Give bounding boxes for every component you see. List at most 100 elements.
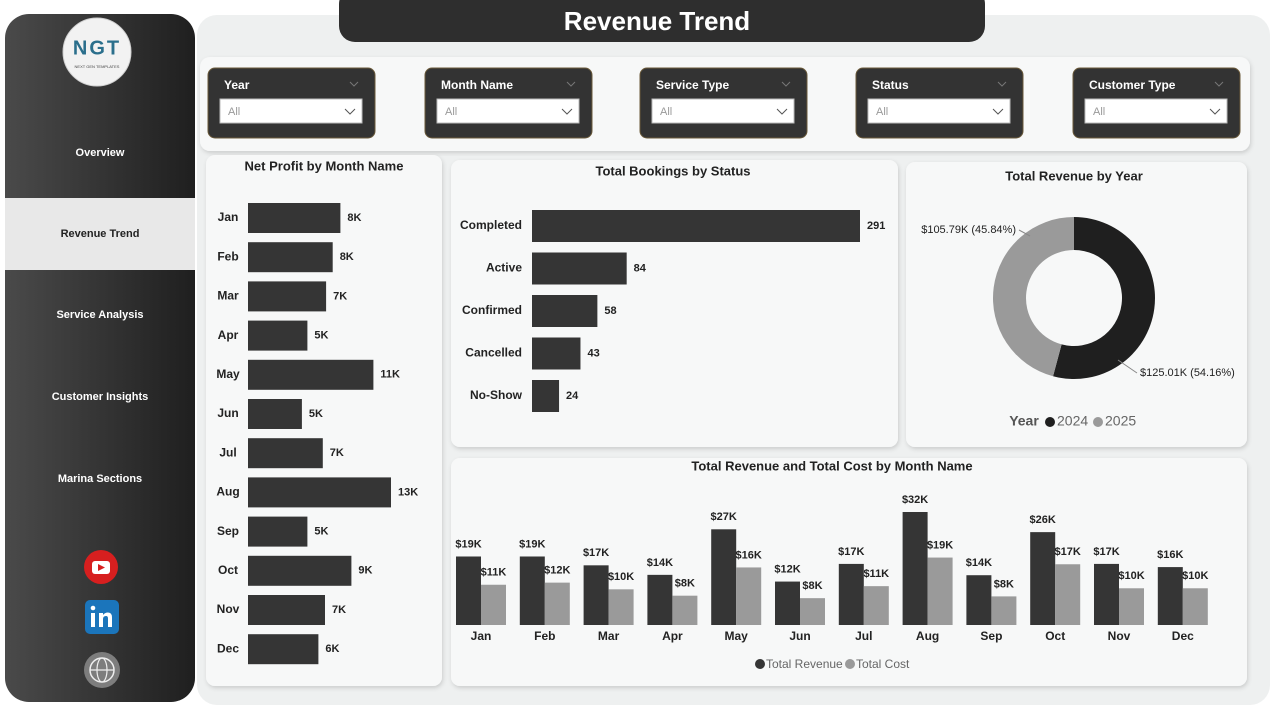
value-label: $10K bbox=[1118, 570, 1144, 582]
x-tick-label: Nov bbox=[1108, 629, 1131, 643]
bar bbox=[532, 337, 581, 370]
value-label: 5K bbox=[309, 408, 323, 420]
bar bbox=[672, 595, 698, 625]
value-label: 6K bbox=[325, 643, 339, 655]
filter-chevron bbox=[781, 81, 791, 87]
filter-dropdown[interactable] bbox=[219, 98, 363, 124]
value-label: $11K bbox=[481, 567, 507, 579]
category-label: Cancelled bbox=[465, 346, 522, 360]
filter-dropdown[interactable] bbox=[651, 98, 795, 124]
category-label: Jun bbox=[217, 406, 238, 420]
website-icon[interactable] bbox=[84, 652, 120, 688]
value-label: $12K bbox=[544, 565, 570, 577]
value-label: $10K bbox=[608, 571, 634, 583]
value-label: $14K bbox=[966, 557, 992, 569]
dropdown-chevron bbox=[344, 108, 356, 115]
logo-text: NGT bbox=[73, 37, 121, 59]
filter-label: Service Type bbox=[656, 78, 729, 92]
category-label: Sep bbox=[217, 524, 239, 538]
legend-marker bbox=[1045, 417, 1055, 427]
nav-item[interactable]: Customer Insights bbox=[52, 391, 149, 403]
bar bbox=[248, 242, 333, 273]
value-label: $19K bbox=[519, 538, 545, 550]
dropdown-chevron bbox=[992, 108, 1004, 115]
category-label: Confirmed bbox=[462, 303, 522, 317]
x-tick-label: Jan bbox=[471, 629, 492, 643]
value-label: $16K bbox=[736, 549, 762, 561]
category-label: Jan bbox=[218, 210, 239, 224]
x-tick-label: Mar bbox=[598, 629, 620, 643]
bar bbox=[248, 203, 341, 233]
leader-line bbox=[1117, 359, 1138, 374]
value-label: 7K bbox=[333, 290, 347, 302]
value-label: $17K bbox=[838, 546, 864, 558]
category-label: Aug bbox=[216, 485, 239, 499]
filter-label: Status bbox=[872, 78, 909, 92]
filter-dropdown[interactable] bbox=[436, 98, 580, 124]
linkedin-icon[interactable] bbox=[85, 600, 119, 634]
bar bbox=[1182, 588, 1208, 625]
filter-value: All bbox=[1093, 106, 1105, 118]
bar bbox=[248, 438, 323, 469]
nav-item[interactable]: Marina Sections bbox=[58, 473, 142, 485]
bar bbox=[248, 634, 319, 665]
bar bbox=[966, 575, 992, 625]
bar bbox=[456, 556, 481, 625]
bar bbox=[608, 589, 634, 625]
x-tick-label: Jun bbox=[789, 629, 810, 643]
value-label: 24 bbox=[566, 390, 579, 402]
bar bbox=[1055, 564, 1081, 625]
filter-dropdown[interactable] bbox=[867, 98, 1011, 124]
value-label: $26K bbox=[1030, 514, 1056, 526]
chart-title: Total Bookings by Status bbox=[595, 163, 750, 178]
value-label: 8K bbox=[340, 251, 354, 263]
category-label: Jul bbox=[219, 445, 236, 459]
legend-label: 2025 bbox=[1105, 413, 1136, 429]
header-tab bbox=[339, 0, 985, 42]
chart-title: Total Revenue by Year bbox=[1005, 168, 1143, 183]
logo bbox=[62, 17, 132, 87]
value-label: 84 bbox=[634, 262, 647, 274]
bar bbox=[248, 516, 308, 547]
bar bbox=[1094, 563, 1119, 625]
chart-title: Net Profit by Month Name bbox=[245, 158, 404, 173]
filter-value: All bbox=[228, 106, 240, 118]
value-label: $17K bbox=[1055, 546, 1081, 558]
bar bbox=[248, 320, 308, 351]
value-label: 9K bbox=[358, 565, 372, 577]
bar bbox=[248, 359, 374, 390]
category-label: Feb bbox=[217, 249, 238, 263]
filter-chevron bbox=[997, 81, 1007, 87]
nav-item[interactable]: Service Analysis bbox=[56, 309, 143, 321]
value-label: $11K bbox=[863, 568, 889, 580]
category-label: Dec bbox=[217, 641, 239, 655]
legend-marker bbox=[845, 659, 855, 669]
filter-dropdown[interactable] bbox=[1084, 98, 1228, 124]
category-label: Completed bbox=[460, 218, 522, 232]
value-label: $19K bbox=[455, 538, 481, 550]
x-tick-label: Apr bbox=[662, 629, 683, 643]
logo-subtitle: NEXT GEN TEMPLATES bbox=[75, 64, 120, 69]
value-label: $8K bbox=[802, 580, 822, 592]
nav-active-background bbox=[5, 198, 195, 270]
filter-value: All bbox=[876, 106, 888, 118]
value-label: $16K bbox=[1157, 549, 1183, 561]
bar bbox=[838, 563, 864, 625]
nav-item[interactable]: Revenue Trend bbox=[61, 228, 140, 240]
bar bbox=[1157, 567, 1183, 625]
youtube-icon[interactable] bbox=[84, 550, 118, 584]
bar bbox=[775, 581, 800, 625]
bar bbox=[583, 565, 609, 625]
bar bbox=[532, 295, 598, 327]
bar bbox=[532, 380, 560, 412]
category-label: No-Show bbox=[470, 388, 523, 402]
nav-item[interactable]: Overview bbox=[76, 147, 125, 159]
x-tick-label: Dec bbox=[1172, 629, 1194, 643]
page-title: Revenue Trend bbox=[564, 6, 750, 36]
filter-label: Year bbox=[224, 78, 250, 92]
value-label: $8K bbox=[675, 578, 695, 590]
category-label: Apr bbox=[218, 328, 239, 342]
value-label: $8K bbox=[994, 578, 1014, 590]
category-label: Nov bbox=[217, 602, 240, 616]
